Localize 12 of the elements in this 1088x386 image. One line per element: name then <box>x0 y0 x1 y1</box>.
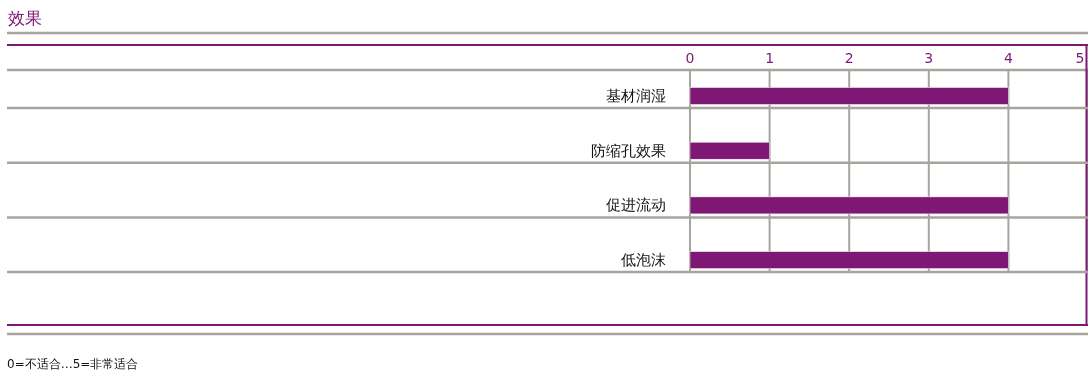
x-tick-label: 1 <box>765 50 775 66</box>
x-tick-label: 5 <box>1075 50 1085 66</box>
text: 效果 <box>8 8 42 28</box>
y-tick-label: 促进流动 <box>606 196 666 215</box>
x-tick-label: 0 <box>685 50 695 66</box>
x-tick-label: 2 <box>844 50 854 66</box>
y-tick-label: 低泡沫 <box>621 251 666 270</box>
x-tick-label: 4 <box>1003 50 1013 66</box>
text: 0=不适合…5=非常适合 <box>7 357 139 371</box>
y-tick-label: 基材润湿 <box>606 87 666 105</box>
x-tick-label: 3 <box>924 50 934 66</box>
y-tick-label: 防缩孔效果 <box>591 141 666 160</box>
